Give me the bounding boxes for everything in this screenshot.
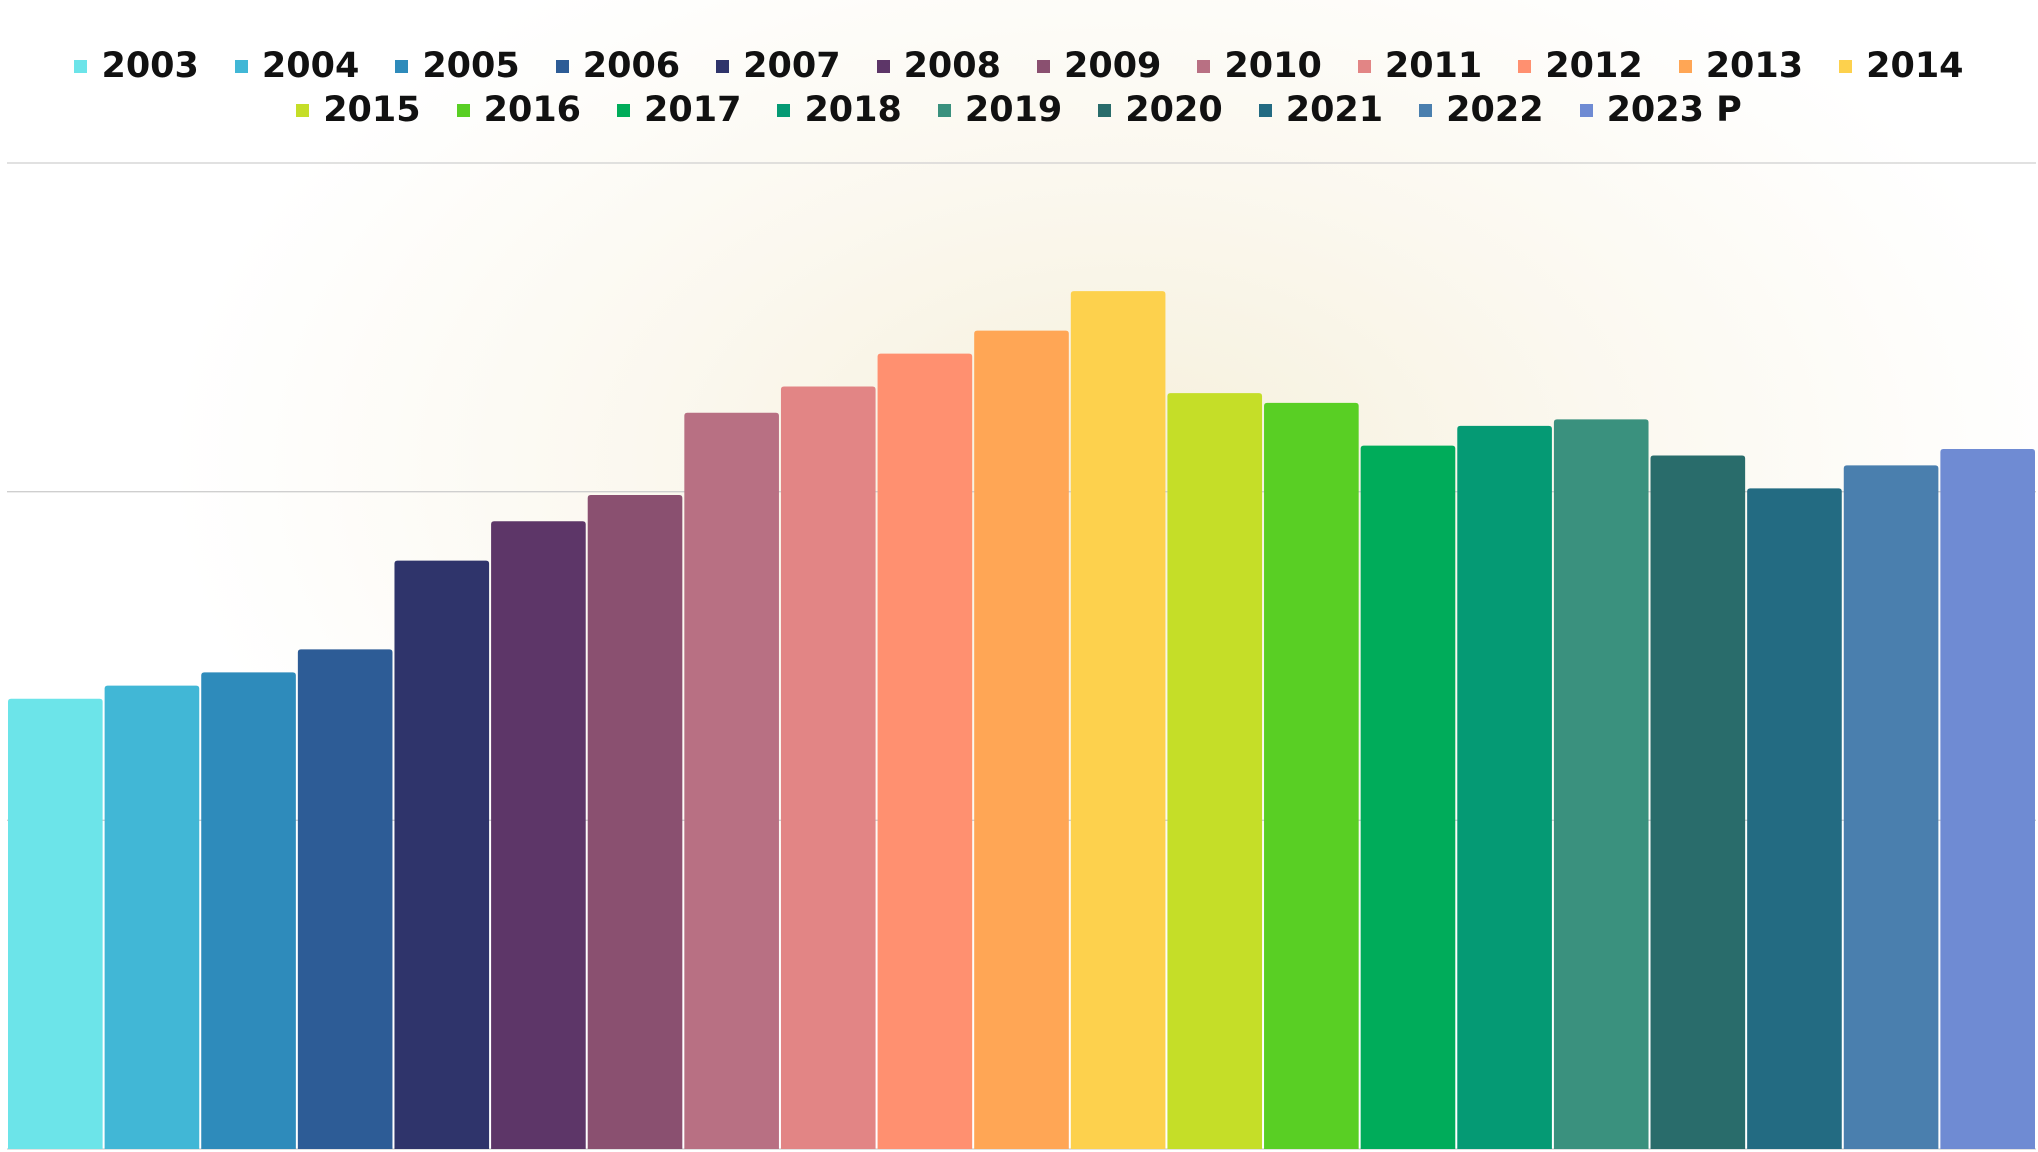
- bar: [201, 672, 296, 1149]
- legend-label: 2021: [1285, 90, 1384, 130]
- legend-row: 2003 2004 2005 2006 2007 2008 2009 2010 2011 2012…: [0, 44, 2038, 88]
- bar: [780, 386, 876, 1149]
- legend-swatch: [296, 103, 310, 117]
- legend-item: 2003: [74, 46, 199, 86]
- legend-label: 2013: [1705, 46, 1804, 86]
- legend-item: 2019: [937, 90, 1063, 130]
- legend-item: 2023 P: [1579, 90, 1742, 130]
- legend-item: 2014: [1839, 46, 1964, 86]
- legend-swatch: [937, 103, 951, 117]
- legend-swatch: [555, 59, 569, 73]
- legend-label: 2014: [1866, 46, 1964, 86]
- legend-swatch: [876, 59, 890, 73]
- bar: [1070, 291, 1166, 1149]
- legend-swatch: [617, 103, 631, 117]
- legend-swatch: [1579, 103, 1593, 117]
- legend-item: 2008: [876, 46, 1001, 86]
- legend: 2003 2004 2005 2006 2007 2008 2009 2010 2011 2012…: [0, 44, 2038, 132]
- legend-swatch: [1098, 103, 1112, 117]
- legend-row: 2015 2016 2017 2018 2019 2020 2021 2022 2023 P: [0, 88, 2038, 132]
- legend-label: 2006: [582, 46, 681, 86]
- bar: [587, 494, 683, 1149]
- legend-swatch: [456, 103, 470, 117]
- legend-label: 2004: [261, 46, 360, 86]
- bar: [974, 330, 1069, 1149]
- legend-item: 2016: [456, 90, 582, 130]
- legend-swatch: [1258, 103, 1272, 117]
- bar: [877, 353, 973, 1149]
- bar: [8, 698, 103, 1149]
- bar: [1843, 465, 1939, 1150]
- legend-label: 2020: [1125, 90, 1223, 130]
- legend-item: 2020: [1098, 90, 1223, 130]
- legend-label: 2003: [101, 46, 199, 86]
- legend-item: 2006: [555, 46, 681, 86]
- bar: [1553, 419, 1649, 1149]
- legend-item: 2007: [716, 46, 841, 86]
- legend-swatch: [1678, 59, 1692, 73]
- bar: [1457, 425, 1552, 1149]
- legend-label: 2008: [903, 46, 1001, 86]
- legend-label: 2012: [1545, 46, 1643, 86]
- legend-item: 2021: [1258, 90, 1384, 130]
- legend-item: 2012: [1518, 46, 1643, 86]
- bar: [1940, 448, 2035, 1149]
- legend-swatch: [74, 59, 88, 73]
- bar: [491, 521, 586, 1149]
- legend-swatch: [716, 59, 730, 73]
- bar: [297, 649, 393, 1149]
- legend-swatch: [1357, 59, 1371, 73]
- legend-label: 2015: [323, 90, 421, 130]
- bar: [1360, 445, 1456, 1149]
- legend-swatch: [1037, 59, 1050, 73]
- legend-item: 2005: [395, 46, 520, 86]
- bar: [1167, 393, 1263, 1150]
- bar: [104, 685, 200, 1149]
- legend-swatch: [395, 59, 409, 73]
- bar: [1264, 402, 1359, 1150]
- legend-item: 2009: [1037, 46, 1161, 86]
- legend-label: 2007: [743, 46, 841, 86]
- bar: [394, 560, 490, 1149]
- legend-item: 2015: [296, 90, 421, 130]
- legend-label: 2011: [1384, 46, 1483, 86]
- bar: [684, 412, 779, 1150]
- legend-label: 2009: [1064, 46, 1162, 86]
- legend-item: 2004: [234, 46, 360, 86]
- legend-swatch: [234, 59, 248, 73]
- legend-swatch: [1419, 103, 1433, 117]
- legend-swatch: [777, 103, 791, 117]
- legend-label: 2016: [483, 90, 582, 130]
- legend-label: 2019: [964, 90, 1063, 130]
- legend-label: 2022: [1446, 90, 1544, 130]
- legend-swatch: [1839, 59, 1853, 73]
- legend-swatch: [1197, 59, 1211, 73]
- legend-label: 2023 P: [1606, 90, 1742, 130]
- legend-label: 2010: [1224, 46, 1322, 86]
- legend-swatch: [1518, 59, 1532, 73]
- legend-item: 2018: [777, 90, 902, 130]
- legend-item: 2022: [1419, 90, 1544, 130]
- legend-item: 2013: [1678, 46, 1804, 86]
- legend-label: 2005: [422, 46, 520, 86]
- legend-item: 2017: [617, 90, 741, 130]
- legend-item: 2011: [1357, 46, 1483, 86]
- legend-label: 2018: [804, 90, 902, 130]
- legend-item: 2010: [1197, 46, 1322, 86]
- bar: [1747, 488, 1842, 1149]
- legend-label: 2017: [644, 90, 742, 130]
- bar: [1650, 455, 1746, 1150]
